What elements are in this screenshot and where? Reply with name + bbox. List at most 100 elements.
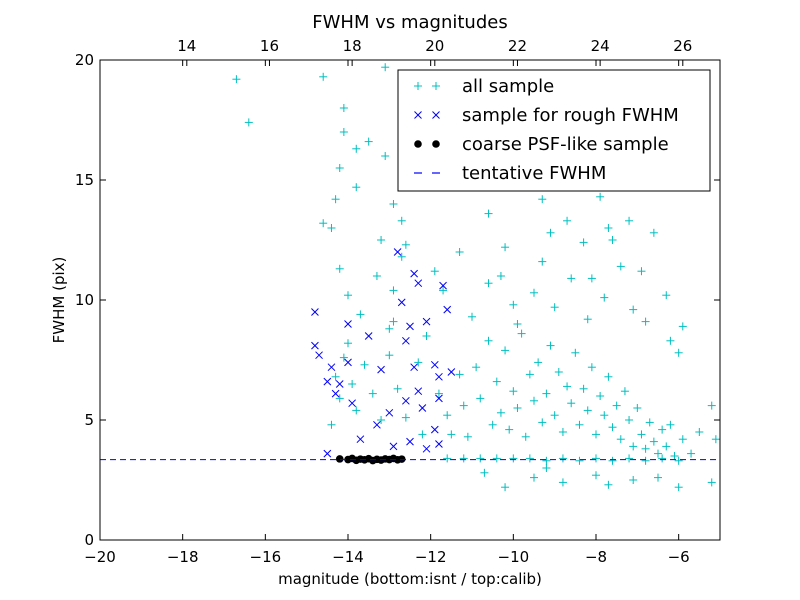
data-point <box>435 372 443 381</box>
data-point <box>625 216 634 225</box>
data-point <box>476 394 485 403</box>
data-point <box>335 455 344 463</box>
data-point <box>385 408 394 417</box>
legend-label: tentative FWHM <box>462 163 606 184</box>
data-point <box>348 399 356 408</box>
chart-title: FWHM vs magnitudes <box>312 12 507 33</box>
y-tick-label: 5 <box>84 411 94 429</box>
legend-entry: all sample <box>414 76 554 97</box>
data-point <box>393 248 402 256</box>
data-point <box>331 195 340 204</box>
data-point <box>616 435 625 444</box>
data-point <box>587 363 596 372</box>
data-point <box>654 449 662 458</box>
top-tick-label: 18 <box>343 37 362 55</box>
series-0 <box>232 63 720 492</box>
data-point <box>402 336 410 345</box>
top-tick-label: 14 <box>177 37 196 55</box>
data-point <box>430 360 439 369</box>
data-point <box>443 411 452 420</box>
data-point <box>674 348 683 357</box>
data-point <box>455 370 464 379</box>
data-point <box>484 279 493 288</box>
data-point <box>422 317 431 326</box>
data-point <box>459 454 468 463</box>
data-point <box>422 444 431 453</box>
data-point <box>364 137 373 146</box>
data-point <box>389 442 398 451</box>
data-point <box>439 281 447 290</box>
data-point <box>558 478 567 487</box>
data-point <box>600 411 609 420</box>
data-point <box>649 437 658 446</box>
top-tick-label: 22 <box>508 37 527 55</box>
data-point <box>629 442 638 451</box>
data-point <box>563 382 572 391</box>
data-point <box>546 228 555 237</box>
data-point <box>600 293 609 302</box>
data-point <box>608 236 617 244</box>
data-point <box>625 416 634 424</box>
data-point <box>513 320 522 328</box>
data-point <box>331 389 340 398</box>
data-point <box>406 322 414 331</box>
data-point <box>389 200 398 208</box>
data-point <box>625 454 634 463</box>
data-point <box>538 195 547 204</box>
data-point <box>476 454 485 463</box>
data-point <box>344 358 352 367</box>
series-2 <box>335 454 406 465</box>
data-point <box>579 384 588 393</box>
data-point <box>348 380 357 388</box>
data-point <box>381 63 390 72</box>
data-point <box>649 228 658 237</box>
data-point <box>509 454 518 463</box>
data-point <box>662 291 671 300</box>
data-point <box>542 464 551 472</box>
legend-label: coarse PSF-like sample <box>462 134 669 155</box>
data-point <box>592 454 600 463</box>
x-tick-label: −8 <box>585 548 607 566</box>
data-point <box>666 336 675 345</box>
data-point <box>385 324 394 333</box>
data-point <box>377 236 386 244</box>
data-point <box>418 404 427 412</box>
data-point <box>567 399 576 408</box>
data-point <box>455 248 464 256</box>
data-point <box>538 257 547 266</box>
data-point <box>492 377 501 386</box>
data-point <box>571 348 580 357</box>
data-point <box>439 286 448 295</box>
data-point <box>339 353 348 362</box>
data-point <box>335 164 344 172</box>
data-point <box>670 452 679 460</box>
data-point <box>331 372 340 381</box>
data-point <box>678 322 687 331</box>
data-point <box>352 144 361 153</box>
x-tick-label: −6 <box>668 548 690 566</box>
data-point <box>604 372 613 381</box>
data-point <box>509 387 518 396</box>
data-point <box>641 317 650 326</box>
data-point <box>418 430 427 439</box>
data-point <box>711 435 720 444</box>
data-point <box>658 425 667 434</box>
data-point <box>674 456 683 465</box>
top-tick-label: 20 <box>425 37 444 55</box>
data-point <box>550 303 559 312</box>
data-point <box>525 454 534 463</box>
data-point <box>501 483 510 492</box>
data-point <box>492 454 501 463</box>
data-point <box>401 413 410 422</box>
data-point <box>385 351 394 360</box>
x-axis-ticks: −20 −18 −16 −14 −12 −10 −8 −6 <box>84 60 690 566</box>
data-point <box>315 351 323 360</box>
legend-swatch <box>414 140 422 148</box>
legend-entry: coarse PSF-like sample <box>414 134 669 155</box>
data-point <box>459 401 468 410</box>
data-point <box>509 300 518 309</box>
data-point <box>344 291 352 300</box>
data-point <box>335 394 344 403</box>
data-point <box>575 456 584 465</box>
data-point <box>373 420 381 429</box>
